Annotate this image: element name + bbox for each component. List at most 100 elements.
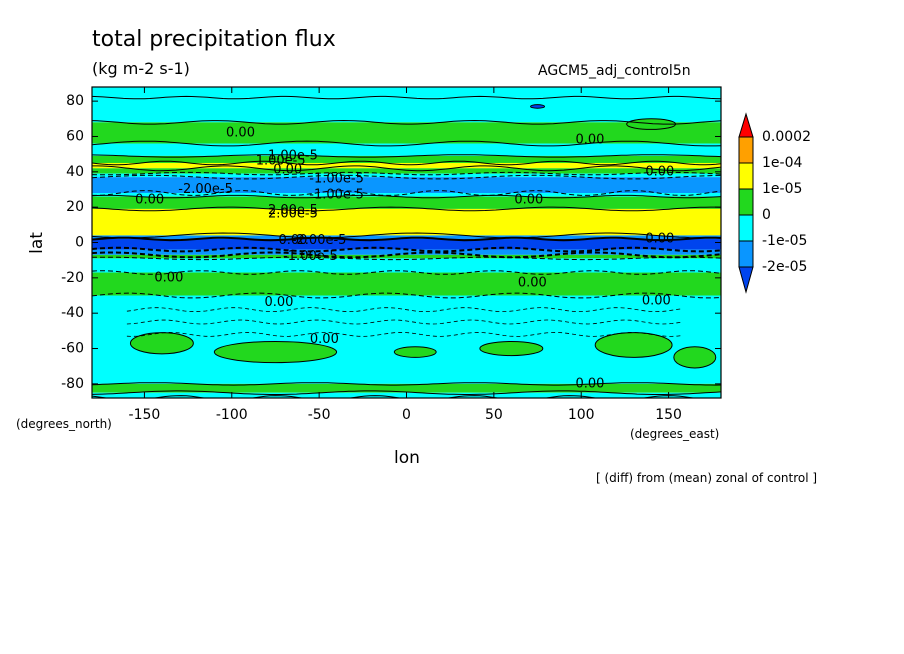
contour-band — [92, 143, 721, 156]
y-tick-label: -80 — [61, 376, 84, 392]
y-tick-label: -40 — [61, 305, 84, 321]
contour-label: 0.00 — [518, 276, 547, 291]
contour-patch — [594, 332, 673, 358]
contour-label: -2.00e-5 — [292, 233, 347, 248]
contour-line — [92, 160, 721, 166]
contour-patch — [673, 346, 717, 369]
contour-line — [92, 251, 721, 259]
dataset-label: AGCM5_adj_control5n — [538, 63, 691, 79]
contour-line — [92, 246, 721, 253]
contour-band — [92, 258, 721, 273]
contour-label: 0.00 — [264, 295, 293, 310]
x-tick-label: -150 — [129, 407, 161, 423]
colorbar-label: -1e-05 — [762, 233, 807, 249]
contour-band — [92, 196, 721, 209]
contour-label: 0.00 — [642, 293, 671, 308]
contour-band — [92, 173, 721, 178]
plot-area: 0.00 0.001.00e-51.00e-50.00 0.00-1.00e-5-2… — [92, 87, 721, 398]
y-tick-label: -60 — [61, 341, 84, 357]
colorbar-segment — [738, 214, 754, 242]
contour-label: 1.00e-5 — [268, 148, 318, 163]
contour-label: 0.00 — [154, 270, 183, 285]
colorbar-legend: 0.0002 1e-04 1e-05 0 -1e-05 -2e-05 — [738, 112, 811, 294]
contour-line — [92, 174, 721, 180]
contour-band — [92, 168, 721, 174]
contour-label: 0.00 — [135, 193, 164, 208]
chart-subtitle: (kg m-2 s-1) — [92, 59, 190, 78]
contour-patch — [393, 346, 437, 358]
contour-band — [92, 155, 721, 163]
contour-line — [92, 382, 721, 386]
colorbar-label: 0.0002 — [762, 129, 811, 145]
contour-patch — [213, 340, 338, 364]
contour-band — [92, 97, 721, 123]
contour-line — [126, 307, 683, 313]
contour-label: 0.00 — [278, 233, 307, 248]
contour-label: -2.00e-5 — [178, 182, 233, 197]
y-unit-label: (degrees_north) — [16, 417, 112, 431]
x-tick-label: 50 — [485, 407, 503, 423]
contour-line — [92, 165, 721, 172]
contour-line — [126, 331, 683, 337]
y-tick-label: -20 — [61, 270, 84, 286]
x-axis-label: lon — [394, 448, 420, 468]
contour-line — [92, 171, 721, 176]
contour-label: -1.00e-5 — [309, 171, 364, 186]
colorbar-segment — [738, 162, 754, 190]
y-tick-label: 20 — [66, 199, 84, 215]
colorbar-label: 1e-04 — [762, 155, 802, 171]
x-tick-label: -50 — [308, 407, 331, 423]
contour-line — [92, 292, 721, 299]
contour-label: 0.00 — [645, 164, 674, 179]
contour-band — [92, 208, 721, 236]
x-tick-label: 100 — [568, 407, 595, 423]
contour-band — [92, 238, 721, 250]
contour-band — [92, 122, 721, 144]
contour-label: 2.00e-5 — [268, 207, 318, 222]
colorbar-segment — [738, 112, 754, 138]
colorbar-segment — [738, 136, 754, 164]
y-tick-label: 40 — [66, 164, 84, 180]
contour-line — [92, 95, 721, 100]
contour-band — [92, 383, 721, 393]
x-unit-label: (degrees_east) — [630, 427, 719, 441]
contour-band — [92, 193, 721, 197]
chart-title: total precipitation flux — [92, 27, 336, 52]
colorbar-label: 1e-05 — [762, 181, 802, 197]
contour-patch — [530, 104, 546, 109]
contour-label: -1.00e-5 — [283, 249, 338, 264]
contour-line — [92, 270, 721, 275]
x-tick-label: -100 — [216, 407, 248, 423]
contour-line — [92, 140, 721, 147]
contour-band — [92, 177, 721, 194]
footer-note: [ (diff) from (mean) zonal of control ] — [596, 471, 817, 485]
contour-label: 0.00 — [310, 332, 339, 347]
colorbar-segment — [738, 188, 754, 216]
contour-band — [92, 162, 721, 169]
colorbar-segment — [738, 240, 754, 268]
contour-label: -1.00e-5 — [309, 187, 364, 202]
contour-label: 0.00 — [575, 133, 604, 148]
contour-line — [126, 319, 683, 325]
contour-band — [92, 272, 721, 296]
contour-label: 0.00 — [514, 193, 543, 208]
contour-line — [92, 190, 721, 196]
colorbar-segment — [738, 266, 754, 294]
contour-band — [92, 254, 721, 259]
contour-patch — [479, 340, 544, 357]
contour-band — [92, 249, 721, 255]
contour-line — [92, 256, 721, 261]
contour-patch — [129, 332, 194, 355]
contour-line — [92, 194, 721, 199]
x-tick-label: 0 — [402, 407, 411, 423]
y-tick-label: 0 — [75, 235, 84, 251]
contour-line — [92, 395, 697, 398]
contour-label: 0.00 — [645, 231, 674, 246]
x-tick-label: 150 — [655, 407, 682, 423]
y-axis-label: lat — [27, 232, 47, 254]
contour-line — [92, 154, 721, 158]
contour-label: 0.00 — [273, 163, 302, 178]
contour-label: 1.00e-5 — [256, 154, 306, 169]
contour-line — [92, 236, 721, 242]
